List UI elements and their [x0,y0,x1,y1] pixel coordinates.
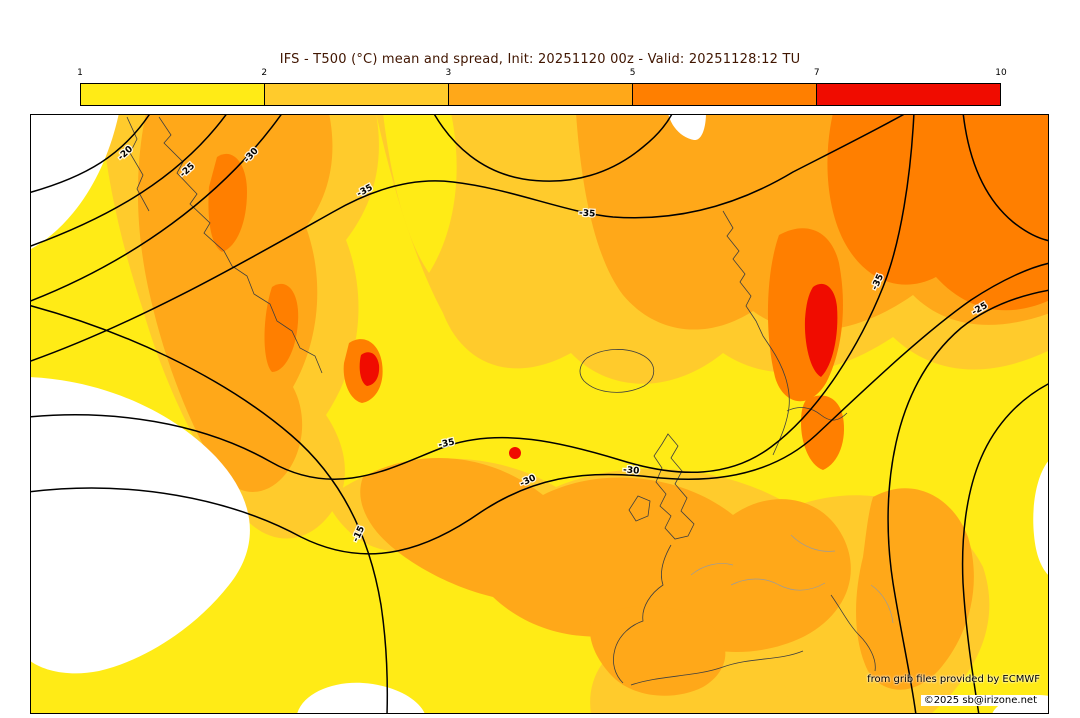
contour-lines [31,115,1048,713]
chart-title: IFS - T500 (°C) mean and spread, Init: 2… [279,52,801,67]
contour-label: -35 [579,208,596,219]
colorbar-segment [632,84,816,105]
map-panel: -20 -25 -30 -35 -35 -35 -30 -30 -35 -25 -15 from g… [30,114,1049,714]
contour-label: -35 [438,437,456,450]
attribution-ecmwf: from grib files provided by ECMWF [867,674,1040,685]
spread-fill-3-5 [137,115,1048,696]
colorbar-tick-label: 1 [77,68,83,78]
colorbar-segment [81,84,264,105]
spread-fill-7-10 [359,283,838,459]
colorbar-segment [816,84,1000,105]
colorbar-tick-label: 2 [261,68,268,78]
contour-label: -30 [623,465,640,476]
colorbar-segment [264,84,448,105]
spread-fill-below-1 [31,115,1048,713]
map-svg: -20-25-30-35-35-35-30-30-35-25-15 [31,115,1048,713]
colorbar-tick-label: 5 [629,68,636,78]
colorbar-segment [448,84,632,105]
colorbar-bar [80,83,1001,106]
country-borders [690,534,894,624]
colorbar-ticks: 1 2 3 5 7 10 [77,68,1007,81]
colorbar-tick-label: 3 [445,68,452,78]
colorbar-tick-label: 10 [995,68,1007,78]
colorbar: 1 2 3 5 7 10 [77,68,1007,108]
coastlines [126,116,876,686]
colorbar-tick-label: 7 [813,68,820,78]
attribution-copyright: ©2025 sb@irizone.net [920,695,1040,706]
